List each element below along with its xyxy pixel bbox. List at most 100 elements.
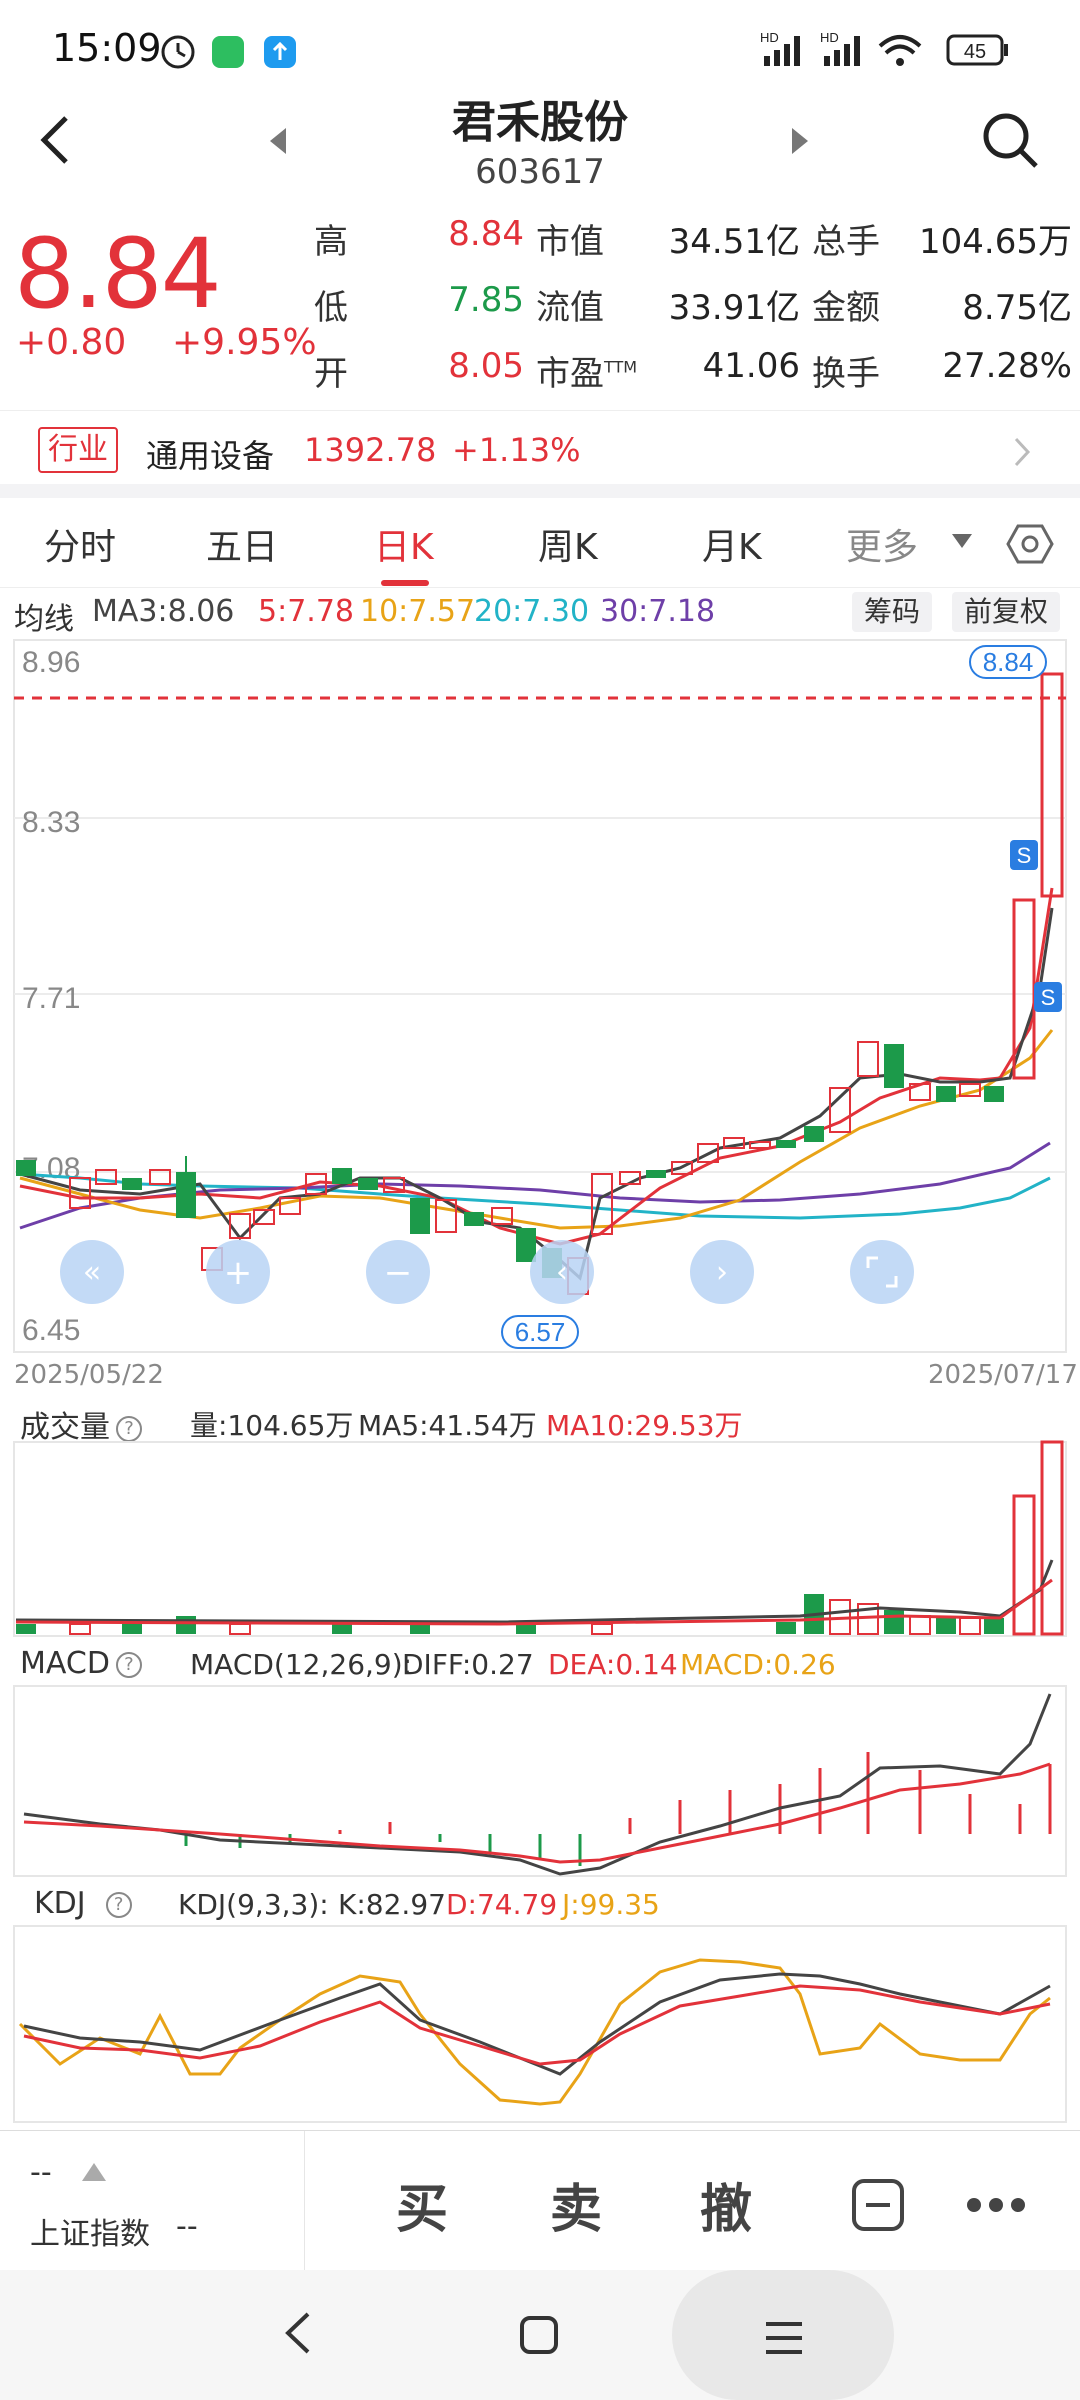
- quote-value-amount: 8.75亿: [962, 288, 1072, 328]
- quote-label-high: 高: [314, 222, 348, 262]
- kdj-k: K:82.97: [338, 1888, 446, 1921]
- quote-label-volume: 总手: [812, 222, 880, 262]
- svg-text:›: ›: [716, 1255, 728, 1290]
- quote-label-pe: 市盈TTM: [536, 354, 638, 394]
- nav-home-icon[interactable]: [518, 2314, 562, 2358]
- industry-row[interactable]: 行业 通用设备 1392.78 +1.13%: [0, 410, 1080, 490]
- svg-text:HD: HD: [820, 30, 839, 45]
- quote-label-turnover: 换手: [812, 354, 880, 394]
- system-nav-bar: [0, 2270, 1080, 2400]
- quote-label-mktcap: 市值: [536, 222, 604, 262]
- low-price-tag: [501, 1315, 579, 1349]
- settings-hexagon-icon[interactable]: [1006, 520, 1054, 568]
- quote-label-low: 低: [314, 288, 348, 328]
- macd-chart[interactable]: [0, 1684, 1080, 1880]
- divider: [304, 2131, 305, 2271]
- ma-legend: 均线 MA3:8.06 5:7.78 10:7.57 20:7.30 30:7.…: [0, 592, 1080, 638]
- tab-weekly-k[interactable]: 周K: [538, 527, 598, 568]
- candlesticks: [16, 672, 1064, 1295]
- macd-label: MACD?: [20, 1646, 142, 1681]
- kdj-d: D:74.79: [446, 1888, 558, 1921]
- quote-value-pe: 41.06: [702, 346, 800, 386]
- status-bar: 15:09 HD HD 45: [0, 0, 1080, 100]
- industry-tag: 行业: [38, 427, 118, 473]
- last-price: 8.84: [14, 218, 222, 330]
- low-price-tag-text: 6.57: [515, 1317, 566, 1347]
- price-change: +0.80: [16, 322, 127, 363]
- back-icon[interactable]: [36, 112, 76, 168]
- active-tab-indicator: [381, 580, 429, 586]
- help-icon: ?: [115, 1651, 142, 1678]
- macd-dea: DEA:0.14: [548, 1648, 678, 1681]
- tab-five-day[interactable]: 五日: [206, 527, 279, 568]
- quote-value-float: 33.91亿: [668, 288, 800, 328]
- scroll-left-button[interactable]: [530, 1240, 594, 1304]
- scroll-left-fast-button[interactable]: [60, 1240, 124, 1304]
- y-tick-1: 8.96: [22, 646, 80, 679]
- y-tick-5: 6.45: [22, 1314, 80, 1347]
- search-icon[interactable]: [980, 110, 1040, 170]
- status-icons-right: HD HD 45: [760, 30, 1008, 66]
- quote-label-amount: 金额: [812, 288, 880, 328]
- section-divider: [0, 484, 1080, 498]
- kdj-j: J:99.35: [562, 1888, 660, 1921]
- index-name[interactable]: 上证指数: [30, 2217, 150, 2252]
- volume-legend: 成交量? 量:104.65万 MA5:41.54万 MA10:29.53万: [0, 1396, 1080, 1445]
- zoom-out-button[interactable]: [366, 1240, 430, 1304]
- high-price-tag-text: 8.84: [983, 647, 1034, 677]
- nav-back-icon[interactable]: [280, 2308, 316, 2358]
- ma3-value: MA3:8.06: [92, 594, 235, 629]
- volume-chart[interactable]: [0, 1440, 1080, 1640]
- kdj-label: KDJ?: [34, 1886, 132, 1921]
- tab-intraday[interactable]: 分时: [44, 527, 117, 568]
- industry-name: 通用设备: [146, 437, 275, 475]
- quote-value-volume: 104.65万: [919, 222, 1072, 262]
- y-tick-2: 8.33: [22, 806, 80, 839]
- kline-chart[interactable]: 8.96 8.33 7.71 7.08 6.45: [0, 638, 1080, 1358]
- zoom-in-button[interactable]: [206, 1240, 270, 1304]
- fullscreen-button[interactable]: [850, 1240, 914, 1304]
- tab-monthly-k[interactable]: 月K: [702, 527, 762, 568]
- next-stock-icon[interactable]: [788, 126, 812, 156]
- buy-button[interactable]: 买: [396, 2180, 449, 2240]
- dropdown-triangle-icon[interactable]: [950, 532, 974, 550]
- macd-diff: DIFF:0.27: [402, 1648, 534, 1681]
- signal-marker-1[interactable]: [1010, 840, 1038, 870]
- trade-bar: -- 上证指数 -- 买 卖 撤: [0, 2130, 1080, 2280]
- ma30-value: 30:7.18: [600, 594, 716, 629]
- svg-text:−: −: [384, 1253, 413, 1293]
- svg-text:S: S: [1017, 843, 1032, 868]
- nav-recents-highlight: [672, 2270, 894, 2400]
- svg-text:«: «: [83, 1255, 101, 1290]
- kdj-chart[interactable]: [0, 1924, 1080, 2126]
- tab-daily-k[interactable]: 日K: [374, 527, 434, 568]
- ma-label: 均线: [14, 602, 74, 637]
- forward-adjust-button[interactable]: 前复权: [952, 592, 1061, 632]
- status-time: 15:09: [52, 26, 162, 70]
- more-options-icon[interactable]: [964, 2193, 1028, 2217]
- volume-ma5: MA5:41.54万: [358, 1409, 537, 1442]
- tab-more[interactable]: 更多: [846, 527, 919, 568]
- prev-stock-icon[interactable]: [266, 126, 290, 156]
- macd-legend: MACD? MACD(12,26,9): DIFF:0.27 DEA:0.14 …: [0, 1640, 1080, 1684]
- svg-text:HD: HD: [760, 30, 779, 45]
- svg-text:S: S: [1041, 985, 1056, 1010]
- stock-name: 君禾股份: [452, 97, 628, 148]
- sell-button[interactable]: 卖: [550, 2180, 603, 2240]
- cancel-order-button[interactable]: 撤: [700, 2180, 753, 2240]
- signal-marker-2[interactable]: [1034, 982, 1062, 1012]
- kdj-legend: KDJ? KDJ(9,3,3): K:82.97 D:74.79 J:99.35: [0, 1880, 1080, 1924]
- minimize-square-icon[interactable]: [850, 2177, 906, 2233]
- quote-label-open: 开: [314, 354, 348, 394]
- quote-value-mktcap: 34.51亿: [668, 222, 800, 262]
- nav-menu-icon[interactable]: [764, 2318, 804, 2358]
- chevron-right-icon: [1014, 437, 1031, 467]
- scroll-right-button[interactable]: [690, 1240, 754, 1304]
- svg-text:+: +: [224, 1253, 253, 1293]
- period-tabs: 分时 五日 日K 周K 月K 更多: [0, 500, 1080, 588]
- status-icons-left: [161, 35, 296, 69]
- price-change-pct: +9.95%: [172, 322, 317, 363]
- macd-value: MACD:0.26: [680, 1648, 836, 1681]
- volume-ma10: MA10:29.53万: [546, 1409, 743, 1442]
- chip-distribution-button[interactable]: 筹码: [852, 592, 933, 632]
